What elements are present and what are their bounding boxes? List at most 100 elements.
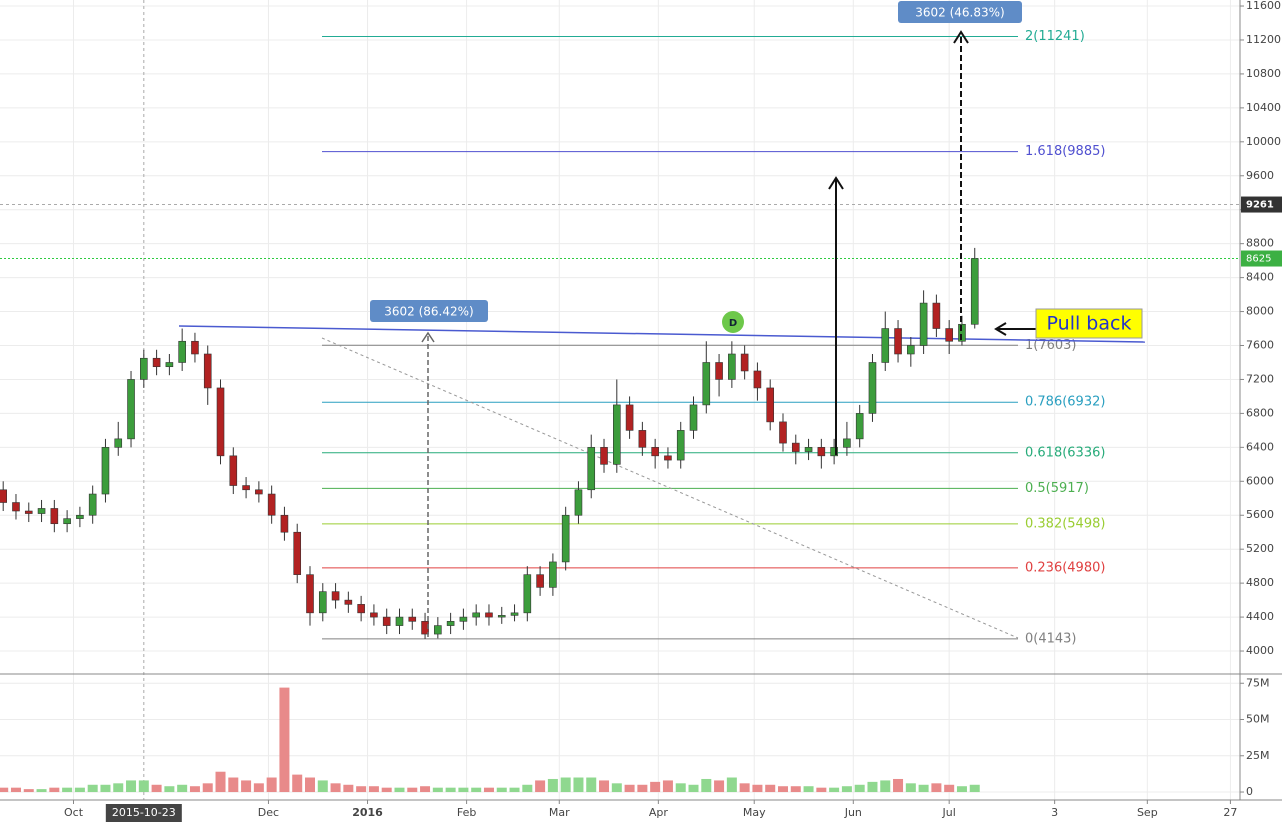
- y-tick-label: 11600: [1246, 0, 1281, 12]
- grid: [0, 0, 1240, 800]
- volume-bar: [177, 784, 188, 793]
- candle-body: [919, 302, 928, 346]
- candle-body: [37, 508, 46, 514]
- candle-body: [357, 604, 365, 614]
- volume-bar: [368, 786, 379, 793]
- measure-box: [370, 300, 488, 322]
- candle-body: [331, 591, 340, 601]
- volume-bar: [650, 781, 661, 793]
- candle-body: [0, 489, 7, 503]
- candle-body: [459, 616, 468, 622]
- volume-bar: [0, 787, 9, 793]
- candle-body: [676, 430, 685, 461]
- crosshair-date-label: 2015-10-23: [112, 806, 176, 819]
- volume-bar: [944, 784, 955, 793]
- volume-bar: [675, 783, 686, 793]
- volume-bar: [62, 787, 73, 793]
- volume-bar: [100, 784, 111, 793]
- candle-body: [267, 493, 276, 516]
- y-tick-label: 4000: [1246, 644, 1274, 657]
- y-tick-label: 11200: [1246, 33, 1281, 46]
- x-tick-label: 2016: [352, 806, 383, 819]
- volume-bar: [560, 777, 571, 793]
- candle-body: [574, 489, 583, 516]
- volume-bar: [356, 786, 367, 793]
- candle-body: [894, 328, 902, 355]
- candle-body: [306, 574, 314, 614]
- x-tick-label: Dec: [258, 806, 279, 819]
- candle-body: [229, 455, 238, 486]
- volume-bar: [253, 783, 264, 793]
- volume-bar: [637, 784, 648, 793]
- volume-bar: [228, 777, 239, 793]
- candle-body: [804, 447, 813, 452]
- y-tick-label: 7200: [1246, 372, 1274, 385]
- candle-body: [191, 340, 199, 355]
- candle-body: [510, 612, 519, 616]
- y-tick-label: 10000: [1246, 135, 1281, 148]
- volume-bar: [471, 787, 482, 793]
- candle-body: [216, 387, 225, 457]
- candle-body: [50, 508, 59, 525]
- candle-body: [24, 510, 33, 514]
- marker: [722, 311, 744, 333]
- volume-bar: [854, 784, 865, 793]
- crosshair-price-label: 9261: [1246, 200, 1274, 211]
- y-tick-label: 6000: [1246, 474, 1274, 487]
- volume-bar: [918, 784, 929, 793]
- trendline: [178, 325, 1146, 343]
- candle-body: [472, 612, 480, 618]
- volume-bar: [509, 787, 520, 793]
- volume-bar: [407, 787, 418, 793]
- candle-body: [549, 561, 557, 588]
- volume-bar: [905, 783, 916, 793]
- candle-body: [63, 518, 71, 525]
- volume-bar: [23, 789, 34, 793]
- candle-body: [970, 258, 979, 325]
- crosshair-price-box: [1241, 196, 1282, 213]
- volume-bar: [458, 787, 469, 793]
- note-label: Pull back: [1047, 313, 1132, 335]
- axes: 4000 4400 4800 5200 5600 6000 6400 6800 7200 7600…: [64, 0, 1282, 822]
- candles: [0, 247, 979, 639]
- volume-bar: [189, 786, 200, 793]
- candle-body: [600, 447, 608, 465]
- measure-label: 3602 (46.83%): [915, 6, 1004, 20]
- volume-bar: [624, 784, 635, 793]
- volume-bar: [573, 777, 584, 793]
- volume-bar: [931, 783, 942, 793]
- volume-bar: [292, 774, 303, 793]
- y-tick-label: 10400: [1246, 101, 1281, 114]
- candle-body: [664, 455, 672, 461]
- volume-bar: [202, 783, 213, 793]
- fib-label: 2(11241): [1025, 29, 1085, 44]
- candle-body: [497, 615, 506, 618]
- fib-label: 0.236(4980): [1025, 560, 1105, 575]
- volume-tick-label: 0: [1246, 785, 1253, 798]
- volume-bar: [381, 787, 392, 793]
- candle-body: [370, 612, 378, 618]
- candle-body: [843, 438, 851, 448]
- y-tick-label: 5600: [1246, 508, 1274, 521]
- volume-bar: [330, 783, 341, 793]
- candle-body: [12, 502, 20, 512]
- volume-bar: [215, 771, 226, 793]
- volume-bar: [483, 787, 494, 793]
- y-tick-label: 5200: [1246, 542, 1274, 555]
- x-tick-label: 27: [1223, 806, 1237, 819]
- last-price-box: [1241, 250, 1282, 267]
- candle-body: [382, 616, 391, 626]
- fib-label: 0.5(5917): [1025, 481, 1089, 496]
- y-tick-label: 9600: [1246, 169, 1274, 182]
- volume-bar: [10, 787, 21, 793]
- arrow-head: [421, 331, 435, 343]
- x-tick-label: Apr: [649, 806, 669, 819]
- volume-bar: [829, 787, 840, 793]
- volume-bar: [432, 787, 443, 793]
- volume-bar: [599, 780, 610, 793]
- candle-body: [868, 362, 877, 414]
- candle-body: [613, 404, 621, 465]
- arrow-head: [994, 322, 1007, 336]
- volume-bar: [113, 783, 124, 793]
- candle-body: [779, 421, 787, 444]
